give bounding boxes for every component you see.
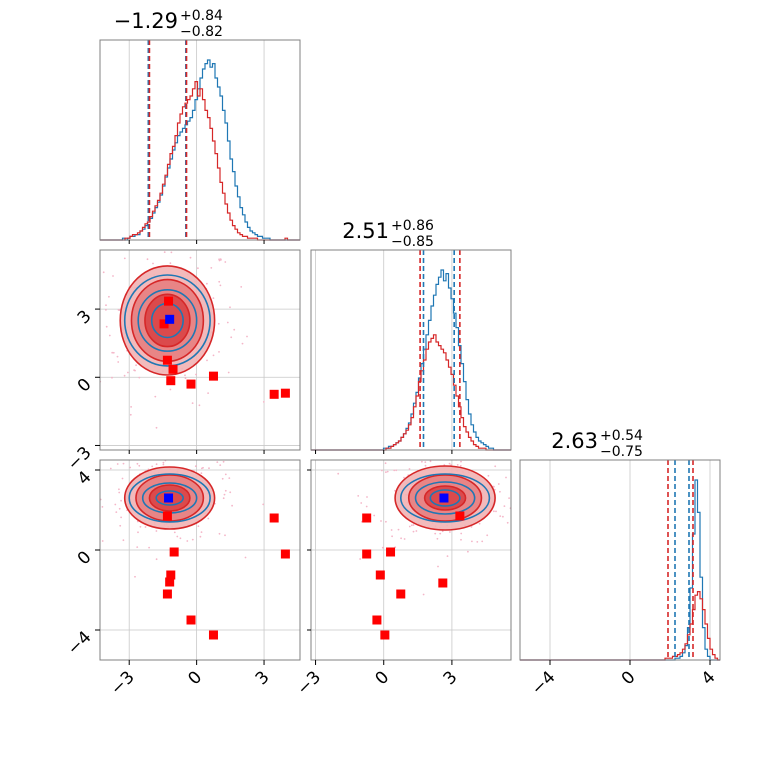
marker-point bbox=[362, 549, 372, 559]
marker-point bbox=[186, 379, 196, 389]
contour-line bbox=[137, 288, 198, 352]
panel-title-upper: +0.86 bbox=[391, 218, 434, 234]
marker-point bbox=[396, 589, 406, 599]
y-tick-label: 4 bbox=[74, 467, 96, 489]
diagonal-panel-0 bbox=[99, 39, 301, 241]
marker-point bbox=[166, 570, 176, 580]
diagonal-panel-1 bbox=[310, 249, 512, 451]
x-tick-label: 0 bbox=[184, 667, 206, 689]
marker-point bbox=[208, 371, 218, 381]
y-tick-label: 3 bbox=[74, 306, 96, 328]
panel-title-lower: −0.85 bbox=[391, 234, 434, 250]
x-tick-label: 0 bbox=[371, 667, 393, 689]
contour-line bbox=[128, 473, 211, 523]
x-tick-label: −4 bbox=[528, 667, 560, 699]
marker-point bbox=[362, 513, 372, 523]
marker-point bbox=[159, 319, 169, 329]
truth-point bbox=[439, 493, 449, 503]
marker-point bbox=[162, 589, 172, 599]
contour-line bbox=[429, 489, 461, 507]
x-tick-label: 3 bbox=[252, 667, 274, 689]
y-tick-label: 0 bbox=[74, 547, 96, 569]
x-tick-label: 0 bbox=[618, 667, 640, 689]
marker-point bbox=[269, 513, 279, 523]
marker-point bbox=[269, 389, 279, 399]
panel-title: −1.29 bbox=[114, 9, 178, 33]
marker-point bbox=[438, 578, 448, 588]
marker-point bbox=[168, 364, 178, 374]
y-tick-label: −4 bbox=[64, 627, 96, 659]
marker-point bbox=[162, 511, 172, 521]
scatter-panel-0 bbox=[99, 249, 301, 451]
truth-point bbox=[164, 493, 174, 503]
marker-point bbox=[280, 549, 290, 559]
marker-point bbox=[164, 296, 174, 306]
y-tick-label: 0 bbox=[74, 375, 96, 397]
histogram-b bbox=[100, 81, 300, 241]
x-tick-label: −3 bbox=[293, 667, 325, 699]
panel-title-upper: +0.54 bbox=[600, 428, 643, 444]
panel-title-lower: −0.75 bbox=[600, 444, 643, 460]
x-tick-label: 3 bbox=[440, 667, 462, 689]
diagonal-panel-2 bbox=[519, 459, 721, 661]
contour-line bbox=[155, 490, 184, 506]
contour-line bbox=[123, 274, 211, 367]
truth-point bbox=[165, 314, 175, 324]
marker-point bbox=[165, 577, 175, 587]
marker-point bbox=[386, 547, 396, 557]
panel-title: 2.51 bbox=[342, 219, 389, 243]
x-tick-label: 4 bbox=[698, 667, 720, 689]
panel-title-upper: +0.84 bbox=[180, 8, 223, 24]
marker-point bbox=[169, 547, 179, 557]
panel-title: 2.63 bbox=[551, 429, 598, 453]
scatter-panel-1 bbox=[99, 459, 301, 661]
marker-point bbox=[372, 615, 382, 625]
panel-title-lower: −0.82 bbox=[180, 24, 223, 40]
marker-point bbox=[280, 388, 290, 398]
contour-line bbox=[414, 481, 476, 515]
contour-line bbox=[399, 473, 491, 523]
marker-point bbox=[186, 615, 196, 625]
marker-point bbox=[162, 355, 172, 365]
marker-point bbox=[380, 630, 390, 640]
x-tick-label: −3 bbox=[107, 667, 139, 699]
marker-point bbox=[375, 570, 385, 580]
marker-point bbox=[208, 630, 218, 640]
marker-point bbox=[455, 511, 465, 521]
marker-point bbox=[166, 376, 176, 386]
scatter-panel-2 bbox=[310, 459, 512, 661]
